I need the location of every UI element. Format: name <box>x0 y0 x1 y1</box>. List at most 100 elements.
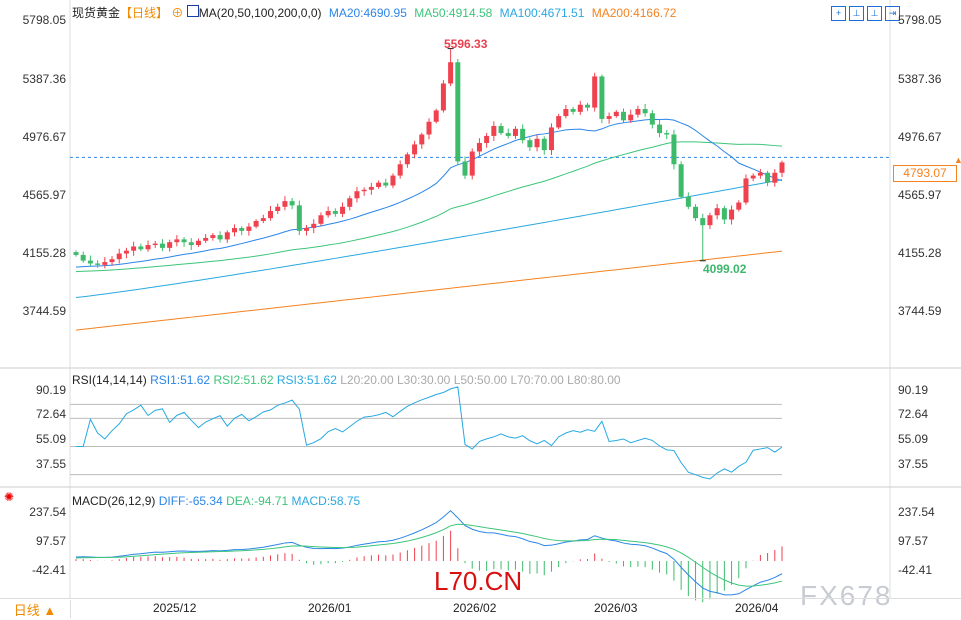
candle <box>138 243 144 252</box>
l80-value: L80:80.00 <box>567 373 621 387</box>
candle <box>707 212 713 229</box>
candle <box>613 110 619 118</box>
candle <box>772 169 778 187</box>
macd-axis-label: -42.41 <box>31 563 66 577</box>
candle-body <box>383 182 389 186</box>
zoom-out-icon[interactable]: ⊥ <box>867 6 882 21</box>
candle-body <box>116 253 122 260</box>
candle <box>217 231 223 243</box>
candle-body <box>599 76 605 119</box>
candle <box>685 192 691 210</box>
candle <box>361 187 367 196</box>
price-axis-label: 3744.59 <box>22 304 66 318</box>
candle-body <box>253 220 259 227</box>
candle-body <box>131 246 137 251</box>
macd-axis-label: 237.54 <box>29 505 66 519</box>
high-label: 5596.33 <box>444 37 488 51</box>
ma50-value: MA50:4914.58 <box>414 6 493 20</box>
candle <box>296 200 302 236</box>
rsi-axis-label: 55.09 <box>35 432 66 446</box>
macd-axis-label: -42.41 <box>898 563 933 577</box>
candle-body <box>260 218 266 221</box>
candle <box>289 197 295 210</box>
candle <box>736 200 742 212</box>
settings-icon[interactable]: ⊕ <box>171 6 184 20</box>
candle-body <box>210 235 216 238</box>
candle <box>188 238 194 251</box>
rsi-header: RSI(14,14,14) RSI1:51.62 RSI2:51.62 RSI3… <box>72 373 621 387</box>
candle-body <box>671 134 677 165</box>
candle <box>347 195 353 211</box>
candle-body <box>462 161 468 176</box>
candle-body <box>181 239 187 243</box>
symbol-title: 现货黄金 <box>72 6 121 20</box>
l50-value: L50:50.00 <box>453 373 508 387</box>
candle <box>246 223 252 236</box>
candle <box>282 196 288 211</box>
candle-body <box>757 172 763 176</box>
rsi-axis-label: 55.09 <box>898 432 929 446</box>
candle <box>260 214 266 224</box>
candle <box>376 180 382 189</box>
candle-body <box>455 62 461 162</box>
crosshair-icon[interactable]: + <box>831 6 846 21</box>
candle-body <box>649 113 655 125</box>
candle-body <box>584 104 590 108</box>
candle-body <box>678 164 684 197</box>
candle-body <box>491 126 497 136</box>
zoom-in-icon[interactable]: ⊥ <box>849 6 864 21</box>
candle-body <box>340 206 346 214</box>
candle-body <box>109 259 115 263</box>
candle <box>397 160 403 179</box>
candle-body <box>246 226 252 231</box>
candle <box>520 124 526 144</box>
candle <box>512 126 518 139</box>
macd-settings-icon[interactable]: ✺ <box>4 490 15 504</box>
candle <box>484 132 490 148</box>
rsi1-value: RSI1:51.62 <box>150 373 211 387</box>
candle-body <box>743 178 749 203</box>
candle <box>224 230 230 243</box>
candle-body <box>505 133 511 136</box>
candle-body <box>397 164 403 176</box>
price-axis-label: 4155.28 <box>22 246 66 260</box>
candle-body <box>231 228 237 233</box>
candle-body <box>361 189 367 192</box>
candle <box>678 161 684 199</box>
candle-body <box>664 133 670 135</box>
dea-value: DEA:-94.71 <box>226 494 289 508</box>
candle <box>404 152 410 168</box>
candle <box>325 206 331 218</box>
candle <box>765 170 771 187</box>
candle-body <box>736 202 742 210</box>
candle <box>599 74 605 124</box>
candle-body <box>577 104 583 112</box>
time-axis-bar <box>0 598 961 620</box>
ma20-value: MA20:4690.95 <box>328 6 407 20</box>
candle-body <box>729 209 735 220</box>
candle <box>671 129 677 170</box>
candle-body <box>527 140 533 148</box>
candle-body <box>80 254 86 261</box>
candle <box>311 219 317 234</box>
ma100-value: MA100:4671.51 <box>499 6 585 20</box>
candle <box>268 205 274 221</box>
candle-body <box>448 62 454 84</box>
candle-body <box>642 109 648 114</box>
candle <box>253 219 259 229</box>
indicator-icon[interactable] <box>186 5 199 17</box>
current-price-marker-icon: ▲ <box>954 155 961 165</box>
rsi2-value: RSI2:51.62 <box>213 373 274 387</box>
l30-value: L30:30.00 <box>396 373 451 387</box>
period-button[interactable]: 日线 ▲ <box>0 600 71 618</box>
candle <box>412 140 418 159</box>
scroll-end-icon[interactable]: ⇥ <box>885 6 900 21</box>
candle <box>534 134 540 152</box>
candle <box>203 233 209 244</box>
candle-body <box>628 114 634 121</box>
toolbar-icons: + ⊥ ⊥ ⇥ <box>828 3 900 21</box>
candle <box>340 202 346 218</box>
candle-body <box>419 134 425 145</box>
